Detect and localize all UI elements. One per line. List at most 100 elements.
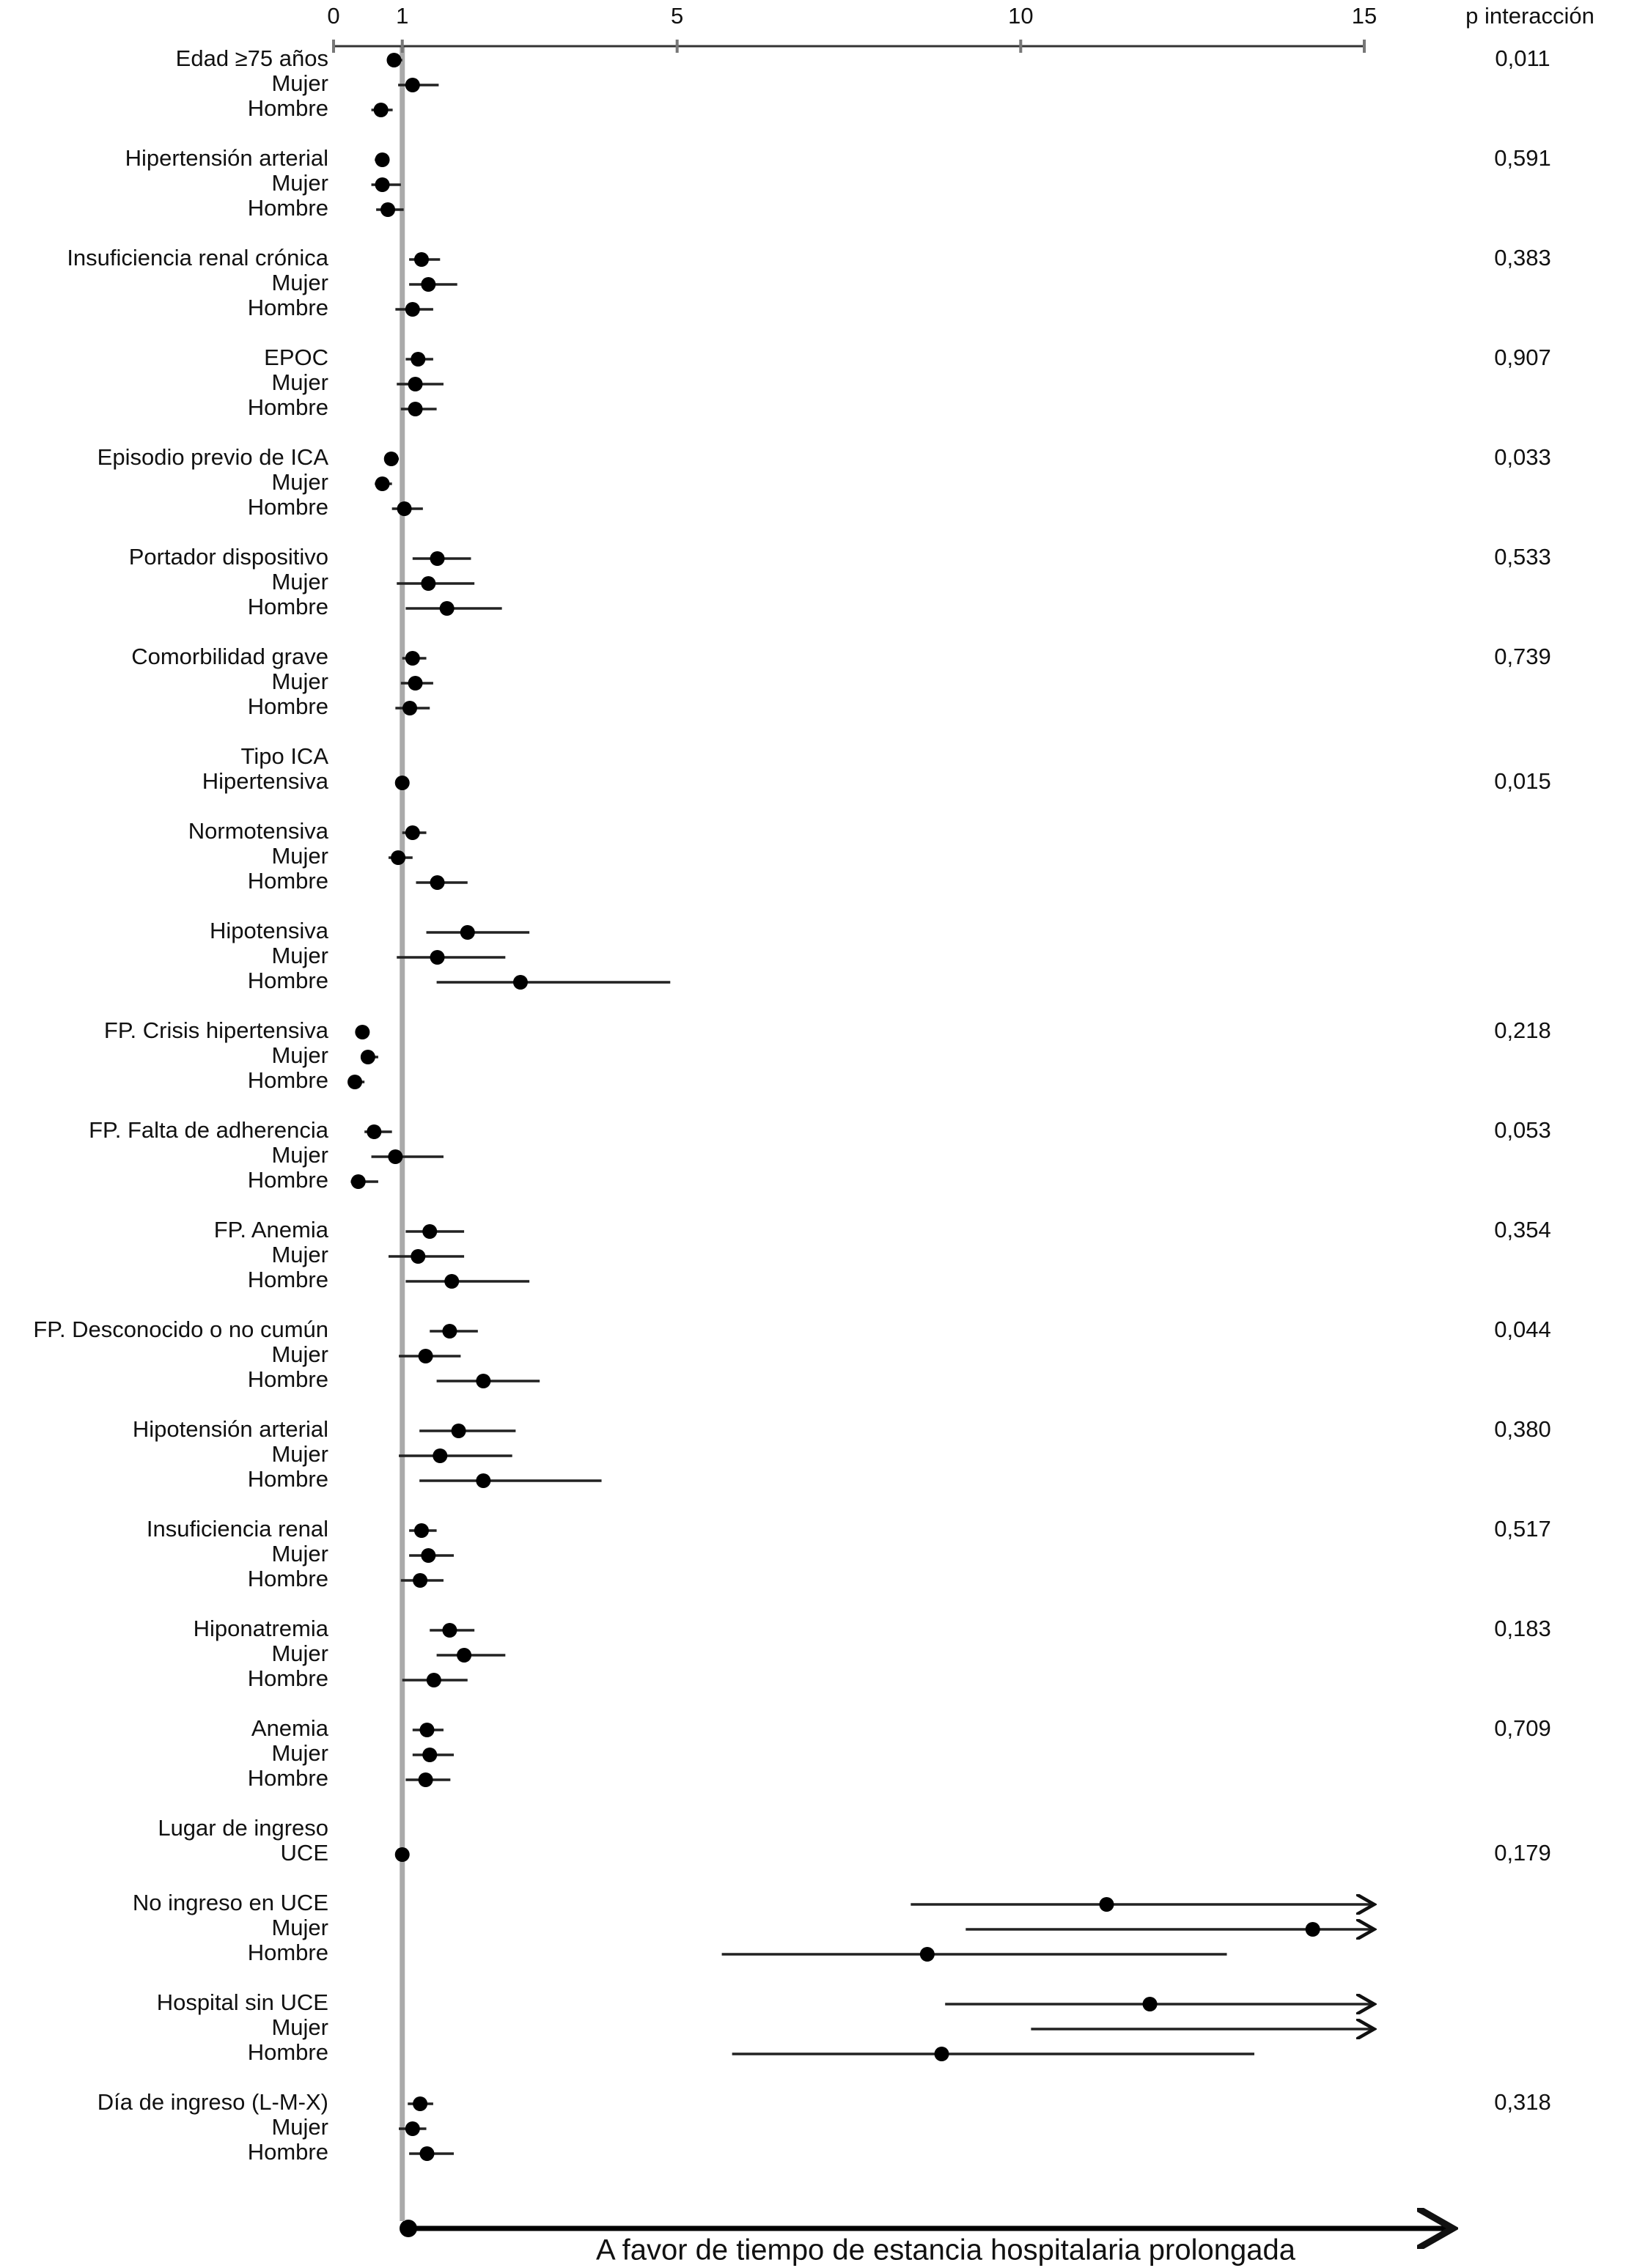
point-estimate (388, 1149, 403, 1164)
row-label: Hombre (248, 1665, 328, 1691)
point-estimate (422, 1224, 438, 1239)
point-estimate (405, 302, 420, 317)
row-label: No ingreso en UCE (133, 1890, 328, 1915)
row-label: Episodio previo de ICA (98, 444, 329, 470)
point-estimate (430, 551, 445, 566)
row-label: FP. Crisis hipertensiva (104, 1017, 329, 1043)
point-estimate (476, 1374, 491, 1388)
point-estimate (405, 2121, 420, 2136)
row-label: Hombre (248, 394, 328, 420)
point-estimate (391, 850, 406, 865)
row-label: Tipo ICA (241, 743, 329, 769)
row-label: Mujer (271, 1740, 328, 1766)
point-estimate (373, 103, 389, 117)
p-value: 0,907 (1494, 345, 1551, 370)
point-estimate (397, 501, 412, 516)
row-label: UCE (281, 1840, 328, 1866)
x-tick-label: 1 (396, 3, 408, 29)
row-label: Mujer (271, 2014, 328, 2040)
p-value: 0,709 (1494, 1715, 1551, 1741)
point-estimate (421, 576, 436, 591)
point-estimate (457, 1648, 472, 1663)
point-estimate (413, 1573, 428, 1588)
row-label: Hombre (248, 1067, 328, 1093)
p-value: 0,015 (1494, 768, 1551, 794)
row-label: Hombre (248, 95, 328, 121)
point-estimate (380, 202, 396, 217)
point-estimate (402, 701, 418, 715)
point-estimate (375, 152, 390, 167)
row-label: Hombre (248, 195, 328, 221)
p-value: 0,033 (1494, 444, 1551, 470)
row-label: Mujer (271, 1541, 328, 1566)
p-value: 0,318 (1494, 2089, 1551, 2115)
x-tick-label: 10 (1008, 3, 1033, 29)
point-estimate (405, 651, 420, 666)
row-label: Hipertensiva (202, 768, 329, 794)
row-label: Hombre (248, 693, 328, 719)
point-estimate (411, 352, 426, 367)
p-value: 0,011 (1495, 45, 1550, 71)
point-estimate (394, 776, 410, 790)
row-label: Mujer (271, 369, 328, 395)
p-header: p interacción (1465, 3, 1594, 29)
p-value: 0,533 (1494, 544, 1551, 570)
row-label: Comorbilidad grave (131, 644, 328, 669)
row-label: Hombre (248, 295, 328, 320)
row-label: Mujer (271, 1441, 328, 1467)
p-value: 0,739 (1494, 644, 1551, 669)
point-estimate (408, 377, 423, 391)
row-label: Portador dispositivo (129, 544, 328, 570)
row-label: Normotensiva (188, 818, 329, 844)
row-label: Mujer (271, 170, 328, 196)
row-label: Hombre (248, 968, 328, 993)
row-label: Hospital sin UCE (157, 1989, 328, 2015)
point-estimate (419, 2146, 435, 2161)
p-value: 0,380 (1494, 1416, 1551, 1442)
point-estimate (350, 1174, 366, 1189)
point-estimate (408, 402, 423, 416)
p-value: 0,383 (1494, 245, 1551, 270)
point-estimate (460, 925, 475, 940)
point-estimate (347, 1075, 363, 1089)
row-label: FP. Falta de adherencia (89, 1117, 329, 1143)
point-estimate (386, 53, 402, 67)
row-label: Mujer (271, 669, 328, 694)
p-value: 0,517 (1494, 1516, 1551, 1542)
row-label: Lugar de ingreso (158, 1815, 328, 1841)
row-label: Mujer (271, 1242, 328, 1267)
row-label: Mujer (271, 569, 328, 594)
point-estimate (442, 1623, 457, 1638)
row-label: Hiponatremia (194, 1616, 329, 1641)
row-label: Insuficiencia renal crónica (67, 245, 328, 270)
row-label: Edad ≥75 años (176, 45, 328, 71)
row-label: Hombre (248, 2139, 328, 2165)
p-value: 0,218 (1494, 1017, 1551, 1043)
row-label: Mujer (271, 70, 328, 96)
row-label: Mujer (271, 843, 328, 869)
point-estimate (419, 1723, 435, 1737)
row-label: Mujer (271, 1641, 328, 1666)
p-value: 0,354 (1494, 1217, 1551, 1242)
row-label: Hipotensión arterial (133, 1416, 328, 1442)
point-estimate (421, 277, 436, 292)
row-label: Mujer (271, 270, 328, 295)
point-estimate (451, 1424, 466, 1438)
point-estimate (1099, 1897, 1114, 1912)
point-estimate (375, 476, 390, 491)
point-estimate (442, 1324, 457, 1339)
point-estimate (405, 78, 420, 92)
p-value: 0,179 (1494, 1840, 1551, 1866)
row-label: FP. Desconocido o no cumún (33, 1317, 328, 1342)
x-axis-label: A favor de tiempo de estancia hospitalar… (596, 2234, 1296, 2267)
row-label: Hombre (248, 1366, 328, 1392)
point-estimate (919, 1947, 935, 1962)
row-label: Día de ingreso (L-M-X) (98, 2089, 328, 2115)
x-tick-label: 15 (1352, 3, 1377, 29)
point-estimate (360, 1050, 375, 1064)
point-estimate (444, 1274, 460, 1289)
point-estimate (405, 825, 420, 840)
p-value: 0,053 (1494, 1117, 1551, 1143)
